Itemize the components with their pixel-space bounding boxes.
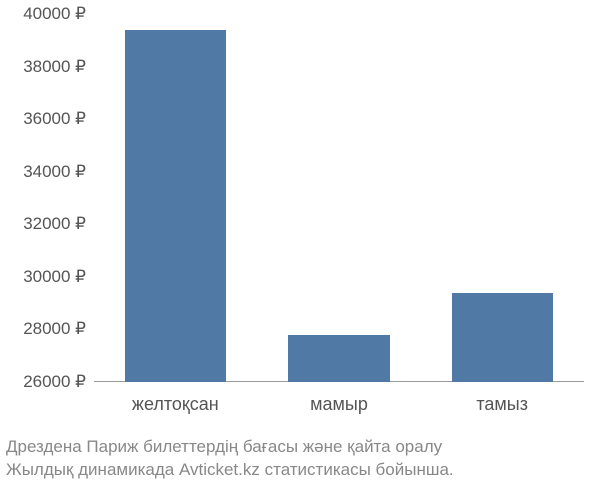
- y-tick-label: 34000 ₽: [23, 162, 86, 182]
- y-tick-label: 32000 ₽: [23, 214, 86, 234]
- chart-caption: Дрездена Париж билеттердің бағасы және қ…: [0, 436, 600, 482]
- y-tick-label: 26000 ₽: [23, 372, 86, 392]
- caption-line-1: Дрездена Париж билеттердің бағасы және қ…: [6, 436, 594, 459]
- x-tick-label: мамыр: [310, 394, 368, 415]
- y-tick-label: 38000 ₽: [23, 57, 86, 77]
- bar: [288, 335, 389, 382]
- x-tick-label: желтоқсан: [132, 394, 219, 415]
- price-bar-chart: 26000 ₽ 28000 ₽ 30000 ₽ 32000 ₽ 34000 ₽ 36000…: [0, 0, 600, 500]
- bar: [452, 293, 553, 382]
- caption-line-2: Жылдық динамикада Avticket.kz статистика…: [6, 459, 594, 482]
- y-tick-label: 28000 ₽: [23, 319, 86, 339]
- bar: [125, 30, 226, 382]
- y-tick-label: 30000 ₽: [23, 267, 86, 287]
- y-tick-label: 36000 ₽: [23, 109, 86, 129]
- y-tick-label: 40000 ₽: [23, 4, 86, 24]
- x-tick-label: тамыз: [476, 394, 528, 415]
- plot-area: 26000 ₽28000 ₽30000 ₽32000 ₽34000 ₽36000…: [94, 14, 584, 382]
